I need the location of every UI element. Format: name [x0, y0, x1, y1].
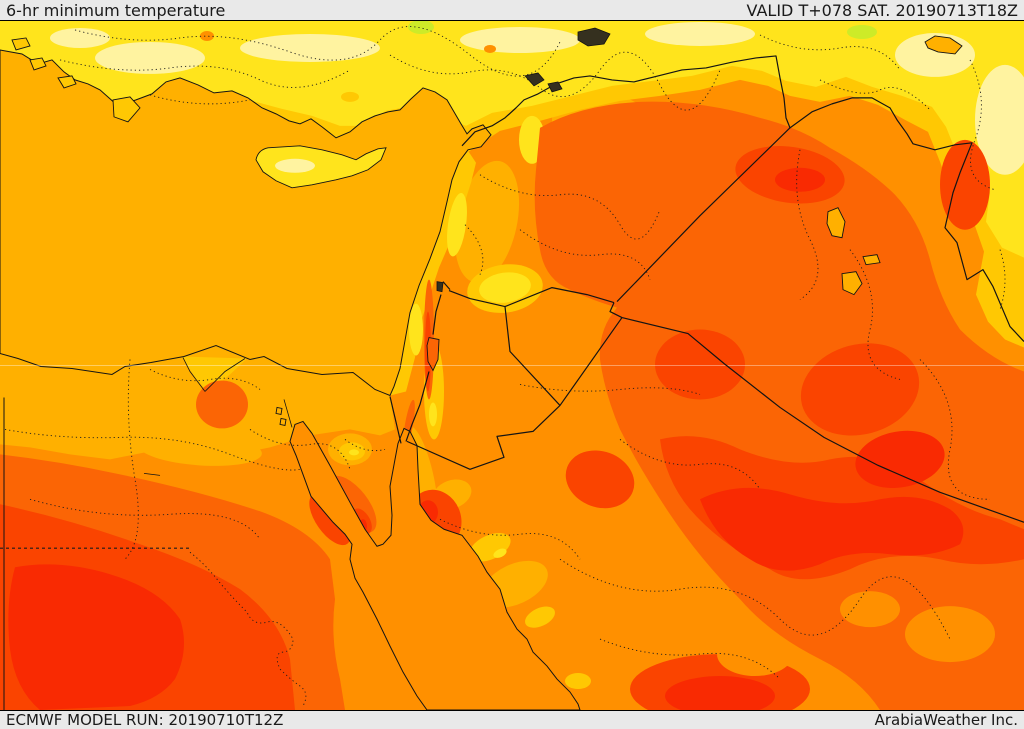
pale-wisp	[460, 26, 580, 53]
admin-dotted	[124, 359, 139, 560]
admin-dotted	[919, 359, 991, 500]
header-bar: 6-hr minimum temperature VALID T+078 SAT…	[0, 0, 1024, 20]
iran-border-red-orange	[940, 139, 990, 230]
admin-dotted	[249, 429, 351, 470]
admin-dotted	[74, 26, 561, 77]
iraq-west-red-orange	[655, 329, 745, 400]
orange-patch	[840, 591, 900, 628]
iraq-saudi-border	[621, 316, 1024, 523]
warm-spot	[200, 30, 214, 41]
saudi-north-red-orange	[565, 450, 635, 509]
dead-sea	[426, 337, 440, 372]
lake-habbaniyah	[862, 254, 881, 266]
east-desert-dark-sweep	[534, 101, 1024, 710]
hauran-yellow	[479, 272, 531, 303]
ne-syria-red-core	[775, 167, 825, 192]
lake-tharthar	[826, 207, 846, 239]
temperature-map	[0, 20, 1024, 711]
egypt-deep-red-blob	[8, 564, 185, 710]
israel-jordan-rift-border	[405, 294, 442, 442]
aegean-island-2	[29, 57, 47, 71]
syria-iraq-border	[616, 127, 791, 303]
saudi-yellow-spot	[493, 548, 507, 558]
admin-dotted	[599, 638, 781, 680]
israel-egypt-border	[389, 396, 402, 444]
lake-razzaza	[841, 271, 863, 296]
cyprus-pale-patch	[275, 158, 315, 173]
lebanon-yellow	[447, 193, 467, 257]
green-cool-spot	[408, 21, 434, 34]
admin-dotted	[59, 59, 351, 88]
nile-delta-branches	[182, 357, 246, 392]
iran-pale-patch	[975, 64, 1024, 175]
aegean-island-3	[11, 37, 31, 51]
sea-of-galilee	[436, 281, 444, 293]
admin-dotted	[479, 174, 661, 240]
israel-highland-yellow	[409, 303, 423, 356]
sinai-yellow-dot	[349, 449, 359, 456]
syria-jordan-border	[448, 287, 615, 308]
keban-lakes	[524, 72, 563, 93]
nile-delta-gold	[182, 356, 247, 393]
islands-layer	[11, 37, 387, 189]
jordan-highland-yellow	[429, 402, 437, 427]
suez-canal	[283, 399, 293, 428]
admin-dotted	[389, 51, 721, 111]
admin-boundary-layer	[0, 26, 1006, 707]
admin-dotted	[29, 498, 261, 540]
admin-dotted	[149, 94, 251, 105]
saudi-gold-spot-2	[525, 606, 555, 628]
syria-west-amber	[454, 160, 520, 283]
delta-se-dark-patch	[196, 380, 248, 429]
footer-bar: ECMWF MODEL RUN: 20190710T12Z ArabiaWeat…	[0, 711, 1024, 729]
green-cool-spot	[847, 24, 877, 39]
rhodes-island	[112, 96, 141, 123]
orange-patch	[905, 606, 995, 663]
saudi-gold-spot-3	[565, 673, 591, 690]
anatolia-yellow-region	[0, 21, 1024, 258]
iraq-south-red-orange	[800, 343, 920, 436]
jordan-east-segment	[504, 306, 561, 406]
pale-wisp	[645, 21, 755, 46]
ataturk-reservoir	[577, 27, 611, 47]
admin-dotted	[559, 558, 951, 640]
temperature-fill-layer	[0, 21, 1024, 710]
warm-spot	[341, 91, 359, 102]
turkey-iran-gold-region	[0, 21, 1024, 348]
warm-spot	[484, 44, 496, 53]
pale-wisp	[50, 27, 110, 48]
pale-wisp	[240, 33, 380, 62]
iraq-deep-red-2	[855, 430, 945, 488]
admin-dotted	[464, 224, 484, 275]
lake-qarun	[143, 472, 161, 476]
map-canvas	[0, 21, 1024, 710]
cyprus-island	[255, 145, 387, 189]
aegean-island	[57, 75, 77, 89]
orange-patch	[717, 632, 793, 677]
valid-time-label: VALID T+078 SAT. 20190713T18Z	[746, 0, 1018, 20]
iraq-deep-red-mass	[700, 487, 964, 571]
model-run-label: ECMWF MODEL RUN: 20190710T12Z	[6, 711, 284, 729]
jordan-iraq-notch	[609, 302, 623, 319]
page-title: 6-hr minimum temperature	[6, 0, 226, 20]
red-sea	[289, 420, 581, 710]
bitter-lakes	[275, 406, 287, 426]
lakes-layer	[143, 27, 963, 476]
branding-label: ArabiaWeather Inc.	[874, 711, 1018, 729]
mediterranean-sea	[0, 49, 492, 397]
admin-dotted	[796, 149, 819, 300]
orange-patch	[615, 570, 695, 619]
admin-dotted	[819, 79, 931, 111]
egypt-west-amber	[138, 432, 262, 466]
golan-segment	[442, 281, 451, 291]
admin-dotted	[999, 249, 1006, 310]
bottom-red-core	[665, 676, 775, 710]
lake-van	[924, 35, 963, 55]
pale-wisp	[95, 41, 205, 74]
